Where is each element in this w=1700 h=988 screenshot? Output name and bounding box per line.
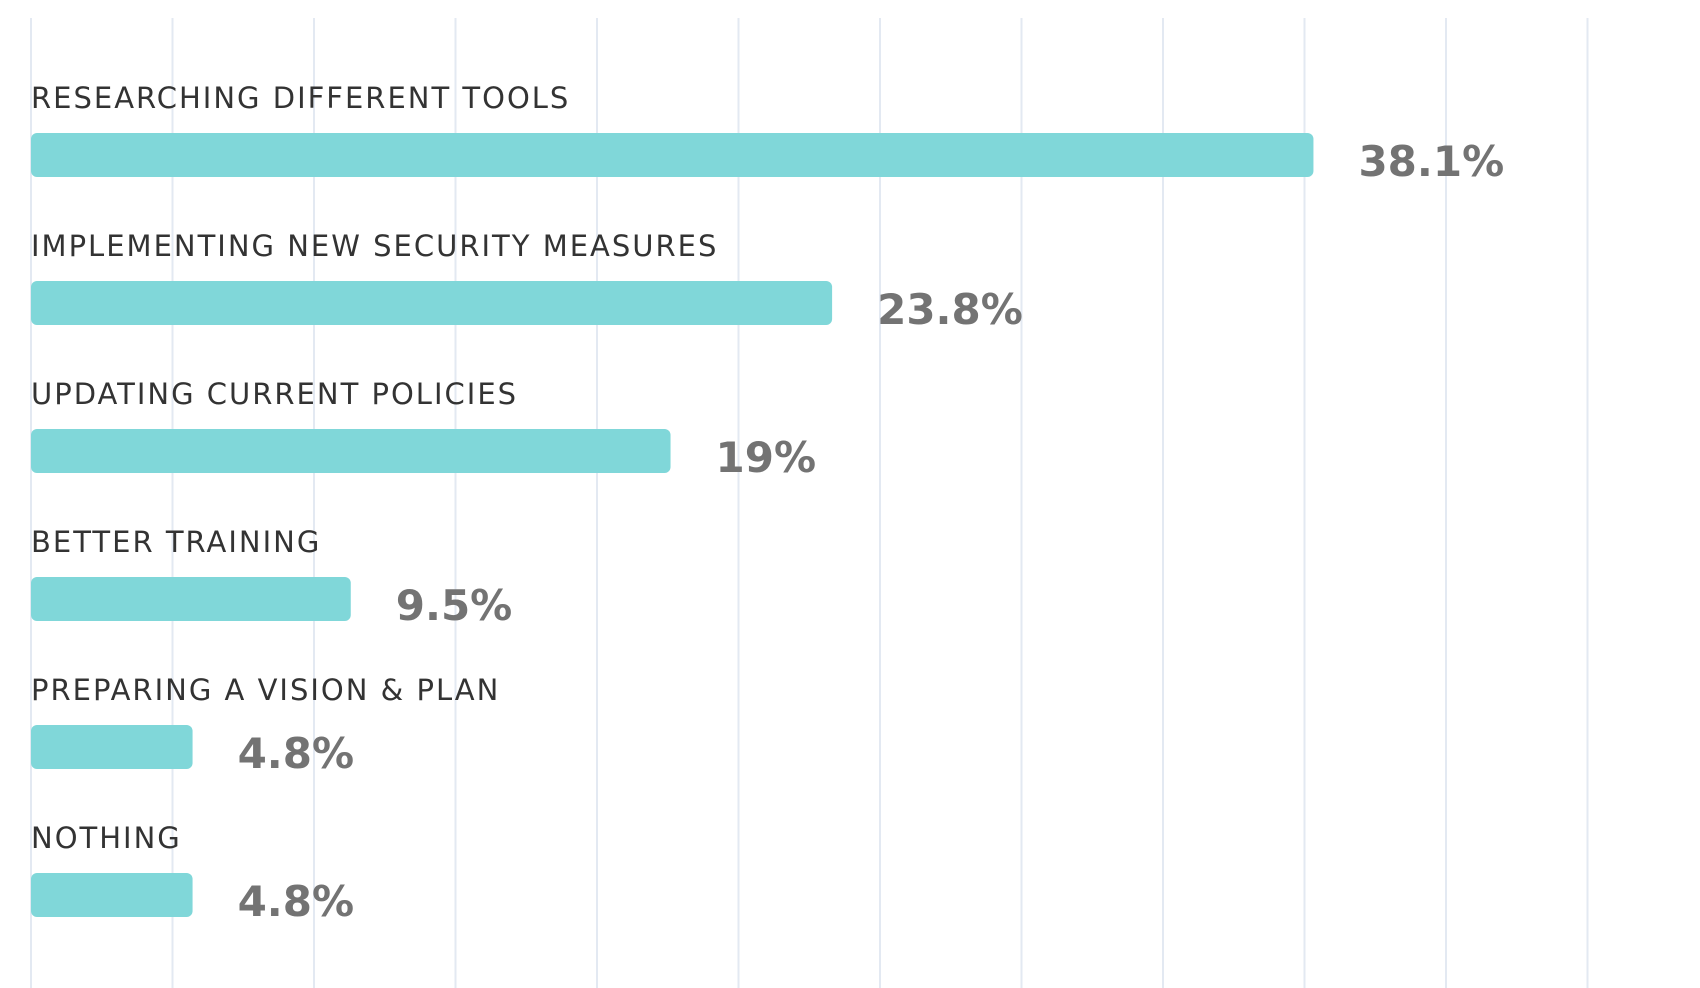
bar <box>31 577 351 621</box>
value-labels: 38.1% 23.8% 19% 9.5% 4.8% 4.8% <box>238 137 1505 926</box>
grid-lines <box>30 18 1589 988</box>
category-label: NOTHING <box>31 821 182 855</box>
bar <box>31 429 671 473</box>
category-label: IMPLEMENTING NEW SECURITY MEASURES <box>31 229 718 263</box>
category-label: RESEARCHING DIFFERENT TOOLS <box>31 81 570 115</box>
value-label: 23.8% <box>877 285 1023 334</box>
bar <box>31 725 193 769</box>
bars <box>31 133 1314 917</box>
value-label: 4.8% <box>238 877 354 926</box>
value-label: 9.5% <box>396 581 512 630</box>
category-labels: RESEARCHING DIFFERENT TOOLS IMPLEMENTING … <box>31 81 718 855</box>
category-label: PREPARING A VISION & PLAN <box>31 673 500 707</box>
bar <box>31 281 833 325</box>
value-label: 19% <box>716 433 817 482</box>
bar <box>31 873 193 917</box>
bar <box>31 133 1314 177</box>
category-label: BETTER TRAINING <box>31 525 321 559</box>
value-label: 4.8% <box>238 729 354 778</box>
value-label: 38.1% <box>1358 137 1504 186</box>
category-label: UPDATING CURRENT POLICIES <box>31 377 518 411</box>
